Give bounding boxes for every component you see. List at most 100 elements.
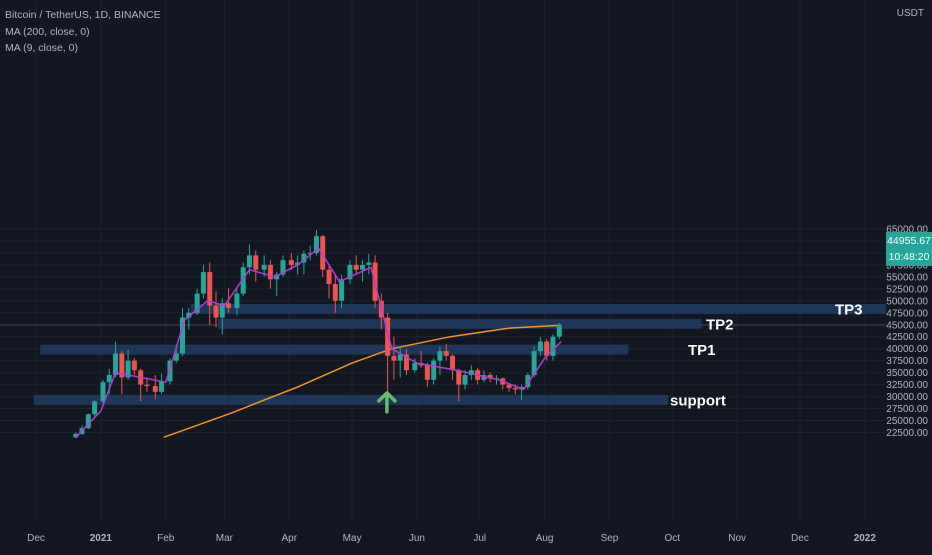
current-price-tag: 44955.67 10:48:20	[886, 232, 932, 266]
price-tick-label: 30000.00	[886, 392, 928, 403]
price-tick-label: 47500.00	[886, 308, 928, 319]
candle-body	[347, 264, 353, 280]
time-tick-label: Dec	[791, 533, 809, 544]
candle-body	[506, 384, 512, 388]
up-arrow-shape	[377, 391, 397, 414]
candle-body	[152, 386, 158, 392]
candle-body	[159, 381, 165, 392]
time-tick-label: 2022	[854, 533, 877, 544]
candle-body	[525, 375, 531, 387]
time-tick-label: May	[343, 533, 362, 544]
candle-body	[391, 355, 397, 361]
candle-body	[207, 272, 213, 306]
candle-body	[556, 324, 562, 337]
candle-body	[301, 253, 307, 263]
label-tp2: TP2	[706, 316, 734, 333]
time-tick-label: Feb	[157, 533, 175, 544]
price-tick-label: 25000.00	[886, 416, 928, 427]
candle-body	[125, 360, 131, 378]
up-arrow-icon	[377, 391, 397, 414]
candle-body	[295, 262, 301, 265]
candle-body	[113, 353, 119, 376]
price-tick-label: 55000.00	[886, 272, 928, 283]
candle-body	[180, 317, 186, 354]
legend-ma200: MA (200, close, 0)	[5, 25, 90, 38]
candle-body	[431, 360, 437, 380]
candle-body	[307, 252, 313, 254]
candle-body	[537, 341, 543, 352]
candle-body	[261, 264, 267, 270]
candle-body	[544, 341, 550, 356]
candle-body	[274, 274, 280, 280]
candle-body	[313, 236, 319, 253]
time-tick-label: Oct	[664, 533, 680, 544]
time-tick-label: Sep	[601, 533, 619, 544]
legend-symbol: Bitcoin / TetherUS, 1D, BINANCE	[5, 9, 161, 21]
candles-layer	[73, 229, 562, 439]
price-tick-label: 42500.00	[886, 332, 928, 343]
candle-body	[267, 264, 273, 280]
candle-body	[200, 272, 206, 294]
ma200-line	[163, 324, 562, 439]
candle-body	[424, 365, 430, 380]
candle-body	[462, 375, 468, 385]
candle-body	[246, 255, 252, 268]
candle-body	[85, 414, 91, 429]
candle-body	[456, 370, 462, 385]
candle-body	[144, 384, 150, 387]
annotations-layer: TP3 TP2 TP1 support	[377, 301, 863, 414]
grid	[0, 0, 886, 520]
candle-body	[106, 375, 112, 383]
price-tick-label: 27500.00	[886, 404, 928, 415]
time-tick-label: Jul	[473, 533, 486, 544]
candle-body	[213, 305, 219, 318]
zone-tp2	[218, 318, 702, 329]
candle-body	[339, 279, 345, 301]
ma9-line	[75, 247, 562, 438]
candle-body	[100, 382, 106, 402]
label-tp3: TP3	[835, 301, 863, 318]
candle-body	[450, 355, 456, 371]
candle-body	[280, 260, 286, 275]
candle-body	[253, 255, 259, 270]
ma200-layer	[163, 324, 562, 439]
legend-ma9: MA (9, close, 0)	[5, 42, 78, 54]
candle-body	[119, 353, 125, 378]
price-tick-label: 45000.00	[886, 320, 928, 331]
zone-tp3	[190, 303, 886, 314]
zone-support	[33, 394, 669, 405]
time-tick-label: 2021	[90, 533, 113, 544]
price-tick-label: 40000.00	[886, 344, 928, 355]
candle-body	[437, 351, 443, 361]
candle-body	[531, 351, 537, 376]
time-tick-label: Mar	[216, 533, 234, 544]
price-zones	[33, 303, 886, 405]
label-tp1: TP1	[688, 342, 716, 359]
candle-body	[240, 267, 246, 294]
chart-legend: Bitcoin / TetherUS, 1D, BINANCE MA (200,…	[5, 7, 161, 57]
candle-body	[73, 433, 79, 438]
candle-body	[468, 370, 474, 376]
price-tick-label: 50000.00	[886, 296, 928, 307]
candle-body	[173, 353, 179, 361]
candle-body	[332, 284, 338, 301]
candle-body	[194, 293, 200, 313]
candle-body	[92, 401, 98, 415]
price-tick-label: 35000.00	[886, 368, 928, 379]
time-tick-label: Aug	[536, 533, 554, 544]
time-tick-label: Jun	[409, 533, 425, 544]
ma9-layer	[75, 247, 562, 438]
time-tick-label: Apr	[281, 533, 297, 544]
candle-body	[385, 317, 391, 356]
candle-body	[326, 269, 332, 285]
currency-label: USDT	[896, 8, 924, 19]
candle-body	[487, 375, 493, 379]
price-tick-label: 65000.00	[886, 224, 928, 235]
candle-body	[512, 387, 518, 390]
candle-body	[397, 354, 403, 361]
candle-body	[226, 303, 232, 308]
candle-body	[320, 236, 326, 270]
price-tick-label: 32500.00	[886, 380, 928, 391]
